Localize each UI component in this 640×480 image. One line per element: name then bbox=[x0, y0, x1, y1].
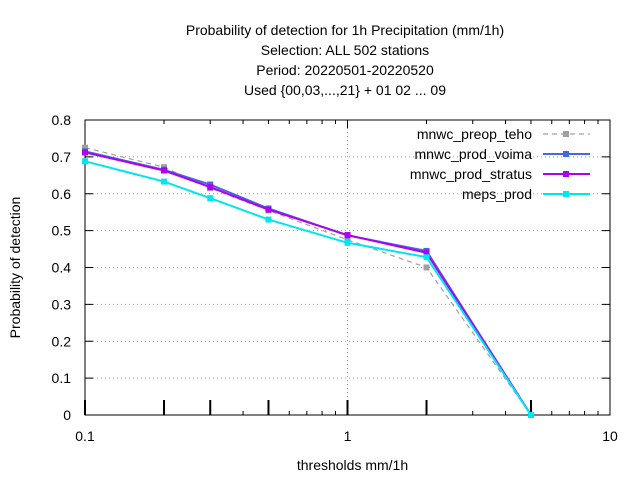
data-point-mnwc_prod_stratus bbox=[265, 206, 272, 213]
data-point-meps_prod bbox=[527, 412, 534, 418]
data-point-meps_prod bbox=[423, 254, 430, 261]
legend-marker-mnwc_prod_stratus bbox=[563, 171, 569, 177]
y-tick-label: 0.8 bbox=[52, 112, 72, 128]
data-point-meps_prod bbox=[161, 178, 168, 185]
legend-label-mnwc_prod_stratus: mnwc_prod_stratus bbox=[410, 166, 532, 182]
legend-label-mnwc_preop_teho: mnwc_preop_teho bbox=[417, 126, 532, 142]
data-point-mnwc_prod_stratus bbox=[161, 167, 168, 174]
x-tick-label: 1 bbox=[344, 428, 352, 444]
y-tick-label: 0.1 bbox=[52, 370, 72, 386]
x-tick-label: 0.1 bbox=[75, 428, 95, 444]
y-tick-label: 0.5 bbox=[52, 223, 72, 239]
y-tick-label: 0.4 bbox=[52, 260, 72, 276]
y-axis-label: Probability of detection bbox=[7, 197, 23, 339]
data-point-mnwc_preop_teho bbox=[82, 144, 88, 151]
chart-title-line: Selection: ALL 502 stations bbox=[261, 42, 429, 58]
y-tick-label: 0.2 bbox=[52, 333, 72, 349]
legend-label-mnwc_prod_voima: mnwc_prod_voima bbox=[415, 146, 533, 162]
y-tick-label: 0.6 bbox=[52, 186, 72, 202]
data-point-meps_prod bbox=[344, 239, 351, 246]
data-point-meps_prod bbox=[82, 158, 88, 165]
x-axis-label: thresholds mm/1h bbox=[297, 457, 408, 473]
legend-marker-meps_prod bbox=[563, 191, 569, 197]
data-point-mnwc_prod_stratus bbox=[344, 232, 351, 239]
data-point-mnwc_preop_teho bbox=[423, 264, 430, 271]
y-tick-label: 0 bbox=[63, 407, 71, 423]
legend-marker-mnwc_preop_teho bbox=[563, 131, 569, 137]
y-tick-label: 0.3 bbox=[52, 296, 72, 312]
y-tick-label: 0.7 bbox=[52, 149, 72, 165]
legend-marker-mnwc_prod_voima bbox=[563, 151, 569, 157]
data-point-mnwc_prod_stratus bbox=[423, 249, 430, 256]
x-tick-label: 10 bbox=[602, 428, 618, 444]
legend-label-meps_prod: meps_prod bbox=[462, 186, 532, 202]
chart-title-line: Used {00,03,...,21} + 01 02 ... 09 bbox=[244, 82, 446, 98]
chart-title-line: Probability of detection for 1h Precipit… bbox=[186, 22, 504, 38]
data-point-meps_prod bbox=[207, 195, 214, 202]
data-point-mnwc_prod_stratus bbox=[207, 184, 214, 191]
data-point-meps_prod bbox=[265, 216, 272, 223]
chart-title-line: Period: 20220501-20220520 bbox=[256, 62, 434, 78]
data-point-mnwc_prod_stratus bbox=[82, 149, 88, 156]
